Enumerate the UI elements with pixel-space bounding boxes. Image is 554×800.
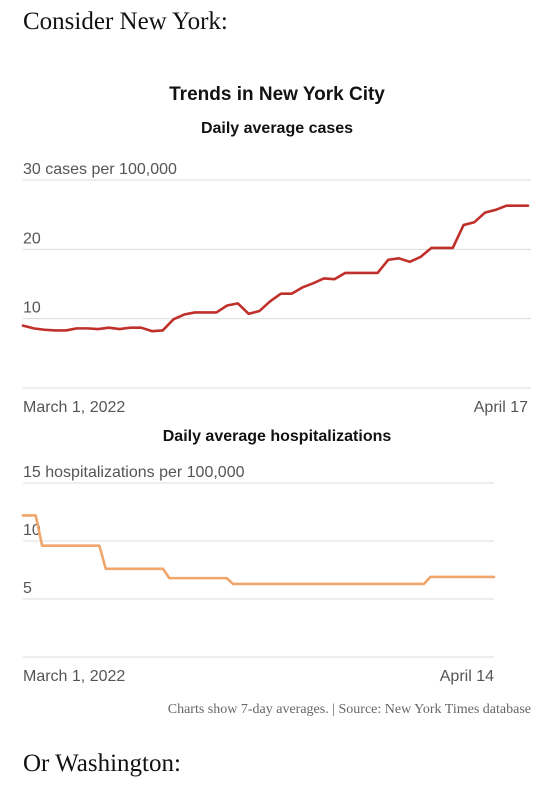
hosp-x-end-label: April 14: [440, 668, 494, 685]
hosp-y-tick-label: 15 hospitalizations per 100,000: [23, 464, 245, 481]
cases-x-start-label: March 1, 2022: [23, 399, 125, 416]
hosp-y-tick-label: 10: [23, 522, 41, 539]
cases-chart: 30 cases per 100,000 20 10 March 1, 2022 Apr…: [21, 161, 531, 416]
hospitalizations-chart: 15 hospitalizations per 100,000 10 5 March …: [21, 464, 496, 685]
hosp-x-start-label: March 1, 2022: [23, 668, 125, 685]
chart-title: Trends in New York City: [169, 84, 385, 105]
source-footnote: Charts show 7-day averages. | Source: Ne…: [167, 702, 531, 717]
hosp-y-tick-label: 5: [23, 580, 32, 597]
cases-y-tick-label: 10: [23, 300, 41, 317]
cases-series-line: [21, 204, 530, 333]
outro-paragraph: Or Washington:: [23, 750, 181, 777]
cases-panel-title: Daily average cases: [200, 120, 354, 137]
cases-y-tick-label: 30 cases per 100,000: [23, 161, 177, 178]
hospitalizations-panel-title: Daily average hospitalizations: [162, 428, 392, 445]
cases-y-tick-label: 20: [23, 230, 41, 247]
cases-x-end-label: April 17: [474, 399, 528, 416]
hosp-series-line: [21, 514, 496, 586]
intro-paragraph: Consider New York:: [23, 8, 228, 35]
